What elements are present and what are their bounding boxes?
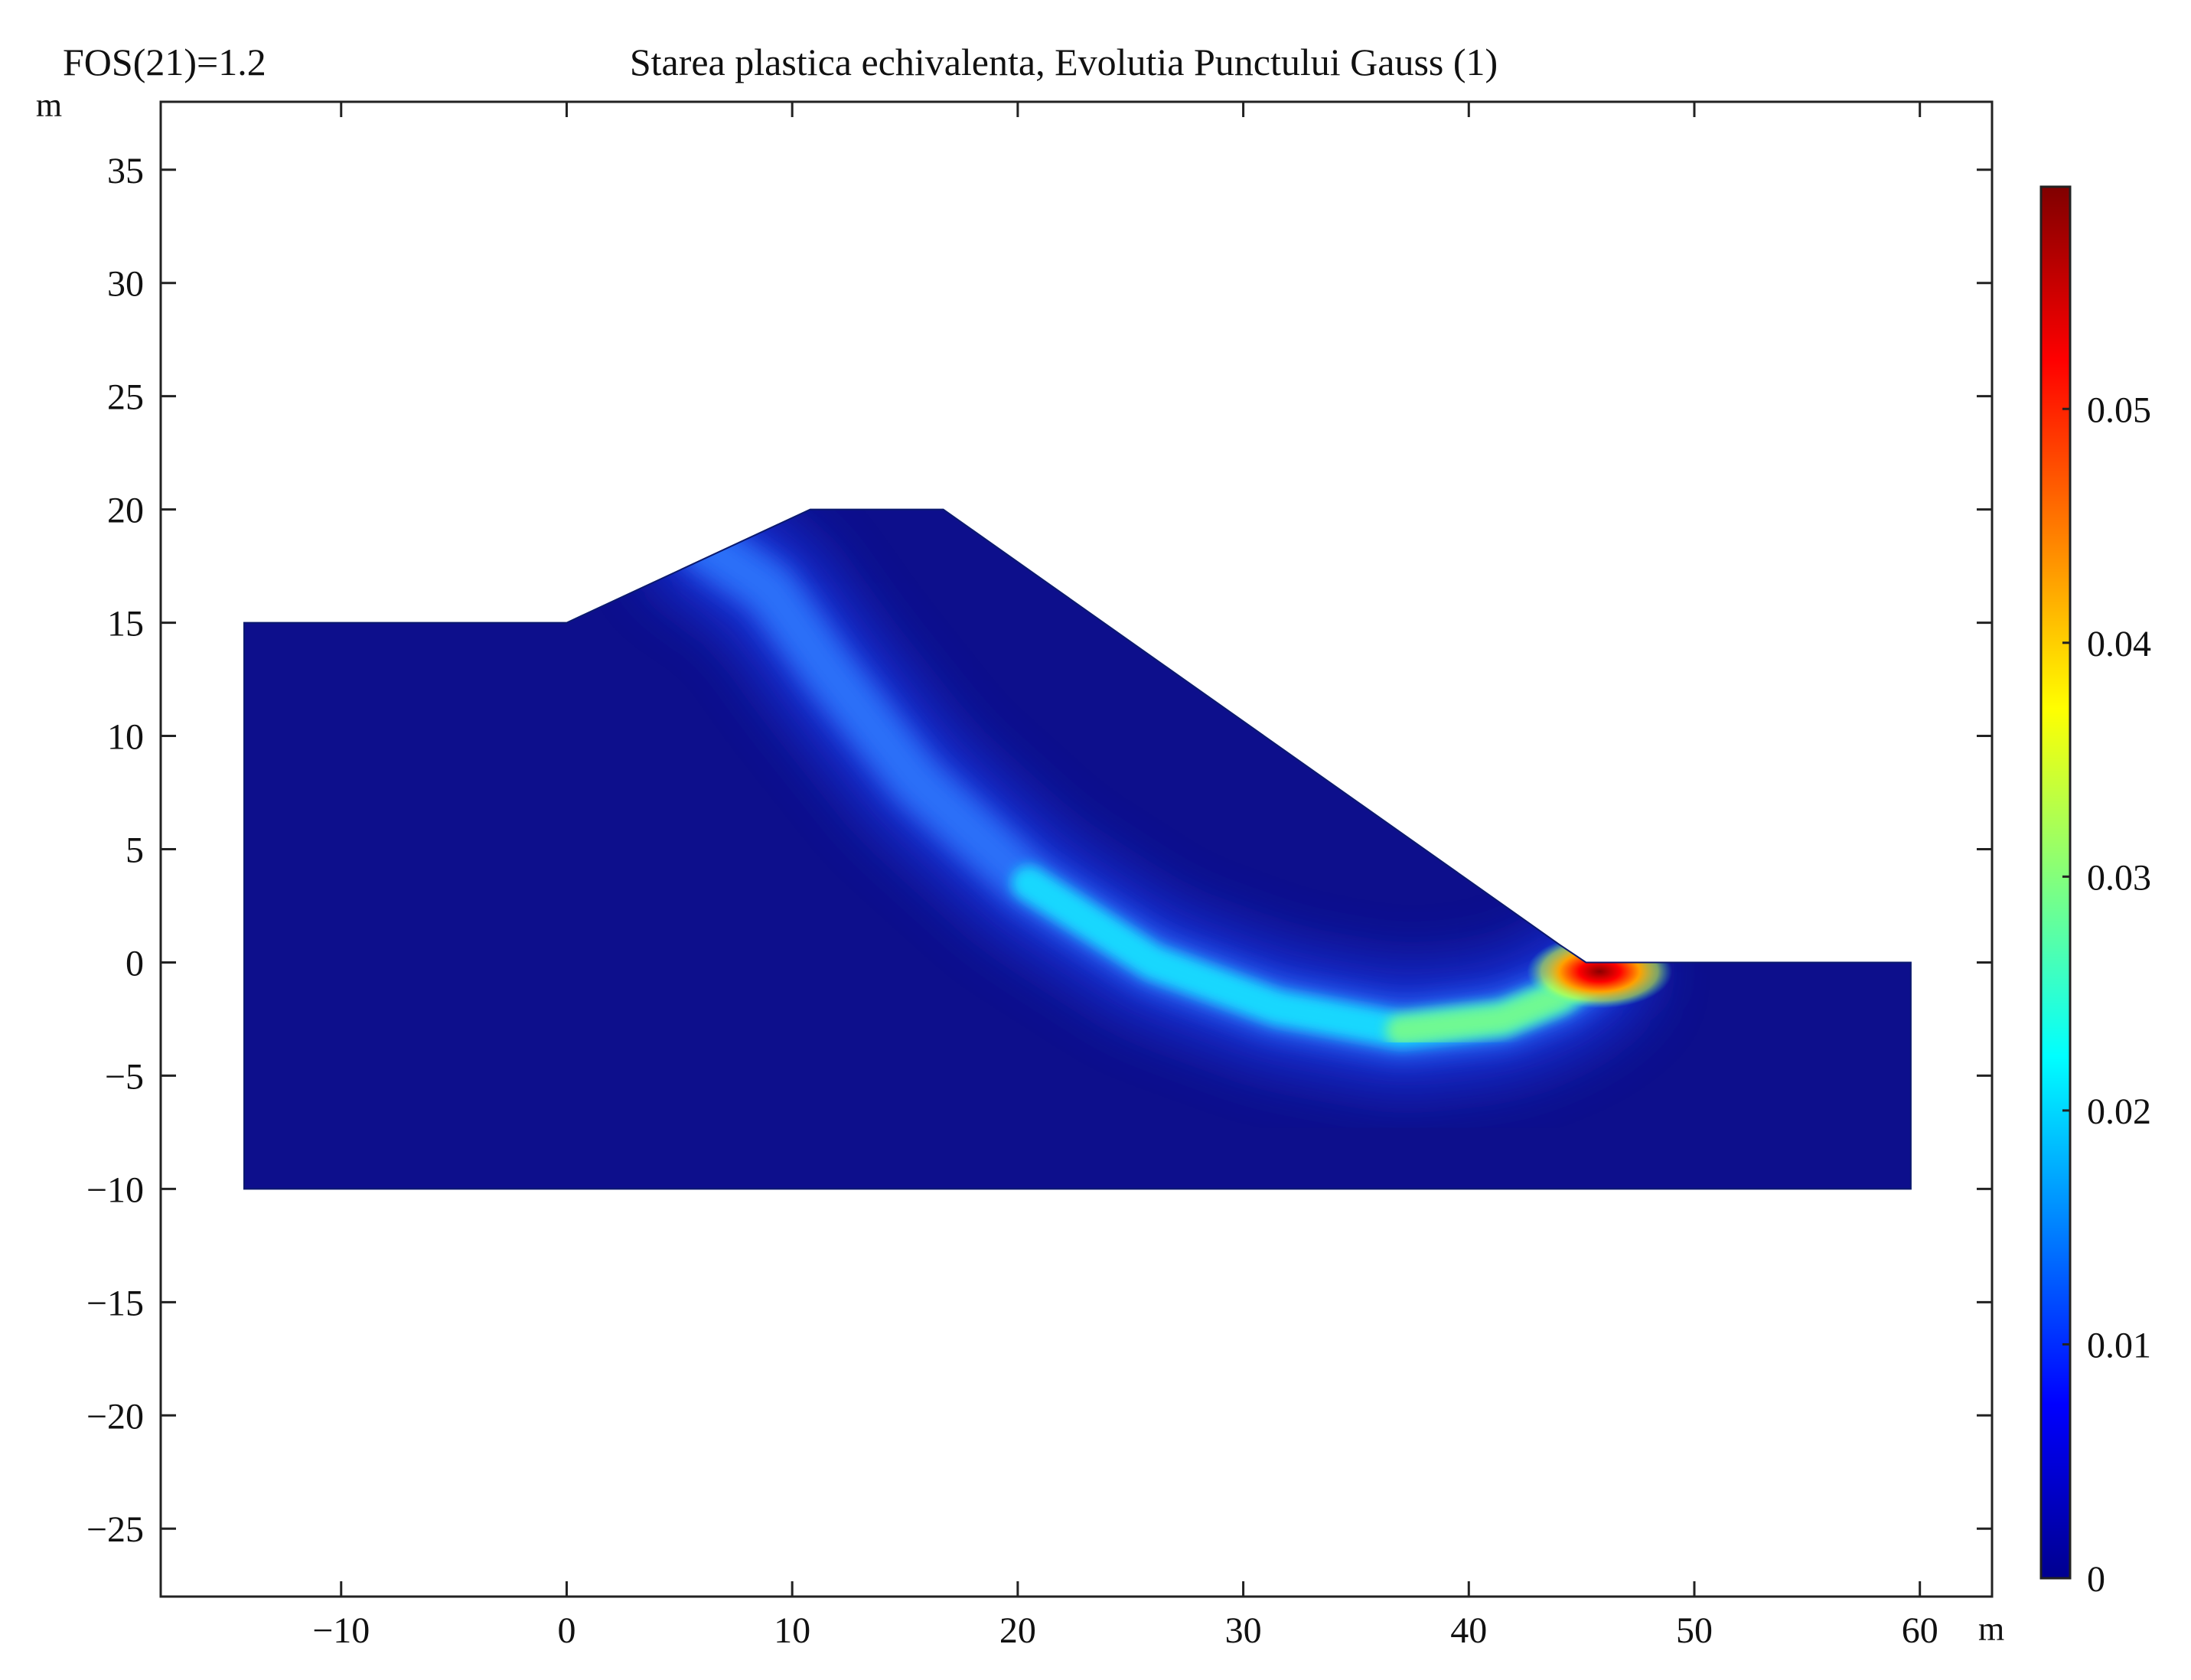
- y-tick-label: 20: [107, 491, 144, 531]
- y-tick-label: 25: [107, 377, 144, 418]
- x-tick-label: 30: [1225, 1610, 1262, 1651]
- peak-strain-zone: [1527, 935, 1673, 1009]
- slope-domain-outline: [243, 508, 1912, 1190]
- x-axis: −10 0 10 20 30 40 50 60: [312, 102, 1938, 1651]
- y-axis: 35 30 25 20 15 10 5 0 −5 −10 −15 −20 −25: [86, 151, 1992, 1550]
- y-tick-label: 15: [107, 604, 144, 644]
- y-axis-unit-label: m: [36, 86, 62, 124]
- colorbar-tick-label: 0: [2087, 1559, 2105, 1600]
- x-tick-label: −10: [312, 1610, 370, 1651]
- fos-label: FOS(21)=1.2: [63, 41, 266, 83]
- y-tick-label: 5: [126, 830, 144, 871]
- y-tick-label: −25: [86, 1509, 144, 1550]
- y-tick-label: 35: [107, 151, 144, 191]
- colorbar-tick-label: 0.01: [2087, 1325, 2151, 1365]
- chart-title: Starea plastica echivalenta, Evolutia Pu…: [630, 41, 1498, 83]
- colorbar-tick-label: 0.04: [2087, 624, 2151, 664]
- colorbar: 0 0.01 0.02 0.03 0.04 0.05: [2039, 185, 2151, 1600]
- x-tick-label: 0: [557, 1610, 575, 1651]
- y-tick-label: 30: [107, 264, 144, 305]
- x-tick-label: 20: [999, 1610, 1036, 1651]
- x-tick-label: 50: [1676, 1610, 1713, 1651]
- y-tick-label: 10: [107, 717, 144, 758]
- x-tick-label: 40: [1450, 1610, 1487, 1651]
- x-axis-unit-label: m: [1978, 1610, 2004, 1648]
- colorbar-tick-label: 0.03: [2087, 857, 2151, 898]
- colorbar-bar: [2039, 185, 2072, 1580]
- y-tick-label: 0: [126, 943, 144, 984]
- x-tick-label: 10: [774, 1610, 810, 1651]
- y-tick-label: −5: [105, 1056, 144, 1097]
- strain-field: [244, 509, 1911, 1189]
- x-tick-label: 60: [1902, 1610, 1938, 1651]
- y-tick-label: −10: [86, 1169, 144, 1210]
- colorbar-tick-label: 0.05: [2087, 390, 2151, 430]
- y-tick-label: −15: [86, 1283, 144, 1323]
- plot-area: −10 0 10 20 30 40 50 60 35302520151050−5−10−15−…: [86, 100, 1994, 1651]
- colorbar-tick-label: 0.02: [2087, 1091, 2151, 1132]
- y-tick-label: −20: [86, 1396, 144, 1437]
- colorbar-ticks: 0 0.01 0.02 0.03 0.04 0.05: [2062, 390, 2151, 1600]
